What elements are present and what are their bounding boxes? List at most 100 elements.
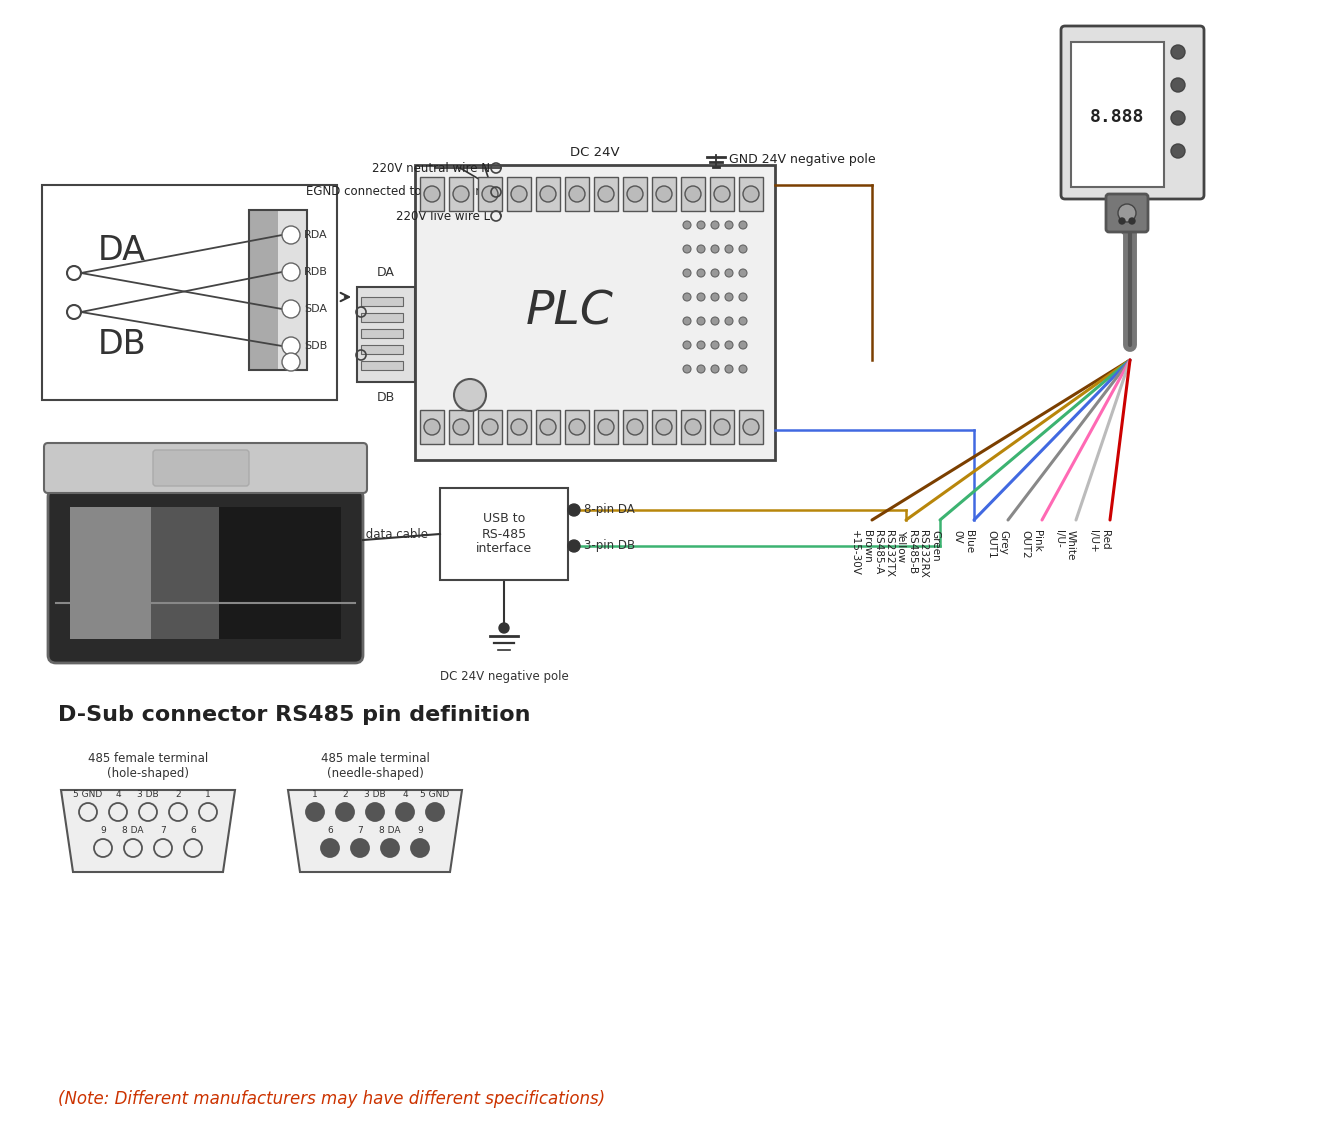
Text: SDA: SDA xyxy=(304,304,327,314)
Circle shape xyxy=(568,186,586,202)
Circle shape xyxy=(697,221,705,229)
Text: D-Sub connector RS485 pin definition: D-Sub connector RS485 pin definition xyxy=(58,705,530,725)
Circle shape xyxy=(711,245,719,253)
FancyBboxPatch shape xyxy=(508,177,531,211)
Text: 5 GND: 5 GND xyxy=(74,790,103,799)
Text: Grey
OUT1: Grey OUT1 xyxy=(986,530,1007,559)
Circle shape xyxy=(711,317,719,325)
Circle shape xyxy=(724,341,732,349)
Circle shape xyxy=(683,221,691,229)
FancyBboxPatch shape xyxy=(249,210,278,370)
FancyBboxPatch shape xyxy=(70,506,151,639)
Text: 3 DB: 3 DB xyxy=(364,790,386,799)
FancyBboxPatch shape xyxy=(681,177,705,211)
FancyBboxPatch shape xyxy=(357,287,415,382)
Circle shape xyxy=(424,419,440,435)
Circle shape xyxy=(724,317,732,325)
Polygon shape xyxy=(288,790,461,872)
FancyBboxPatch shape xyxy=(479,177,502,211)
Circle shape xyxy=(739,317,747,325)
Circle shape xyxy=(739,269,747,276)
FancyBboxPatch shape xyxy=(70,506,219,639)
Circle shape xyxy=(539,186,557,202)
Circle shape xyxy=(1129,218,1136,224)
FancyBboxPatch shape xyxy=(564,410,590,444)
Circle shape xyxy=(139,803,157,821)
Text: DB: DB xyxy=(98,329,147,361)
FancyBboxPatch shape xyxy=(70,506,341,639)
Circle shape xyxy=(426,803,444,821)
FancyBboxPatch shape xyxy=(361,346,403,353)
Circle shape xyxy=(282,263,300,281)
Circle shape xyxy=(714,186,730,202)
Text: Yellow
RS232TX
RS485-A: Yellow RS232TX RS485-A xyxy=(873,530,906,577)
Text: DC 24V: DC 24V xyxy=(570,146,620,159)
Circle shape xyxy=(381,840,399,857)
Circle shape xyxy=(453,419,469,435)
Text: 8.888: 8.888 xyxy=(1089,108,1144,126)
Text: DB: DB xyxy=(377,391,395,404)
Text: 8-pin DA: 8-pin DA xyxy=(584,503,635,517)
Text: USB data cable: USB data cable xyxy=(338,528,428,540)
FancyBboxPatch shape xyxy=(153,450,249,486)
Text: 1: 1 xyxy=(205,790,212,799)
Circle shape xyxy=(683,293,691,301)
Circle shape xyxy=(683,269,691,276)
Circle shape xyxy=(282,353,300,370)
Text: 4: 4 xyxy=(115,790,120,799)
Text: 6: 6 xyxy=(327,826,333,835)
Circle shape xyxy=(711,269,719,276)
FancyBboxPatch shape xyxy=(594,177,617,211)
Text: 2: 2 xyxy=(176,790,181,799)
Circle shape xyxy=(184,840,202,857)
Circle shape xyxy=(739,293,747,301)
Circle shape xyxy=(1171,111,1185,125)
Text: SDB: SDB xyxy=(304,341,328,351)
Circle shape xyxy=(1171,78,1185,92)
FancyBboxPatch shape xyxy=(449,177,473,211)
Circle shape xyxy=(94,840,112,857)
FancyBboxPatch shape xyxy=(652,410,676,444)
Circle shape xyxy=(352,840,369,857)
Text: 9: 9 xyxy=(418,826,423,835)
Circle shape xyxy=(711,341,719,349)
FancyBboxPatch shape xyxy=(278,210,307,370)
Circle shape xyxy=(711,365,719,373)
Circle shape xyxy=(697,269,705,276)
Circle shape xyxy=(336,803,354,821)
Circle shape xyxy=(711,293,719,301)
Text: PLC: PLC xyxy=(526,290,613,334)
FancyBboxPatch shape xyxy=(440,488,568,580)
Text: 3 DB: 3 DB xyxy=(137,790,159,799)
FancyBboxPatch shape xyxy=(42,185,337,400)
Circle shape xyxy=(424,186,440,202)
Circle shape xyxy=(724,221,732,229)
Polygon shape xyxy=(61,790,235,872)
Circle shape xyxy=(739,245,747,253)
Circle shape xyxy=(483,186,498,202)
Circle shape xyxy=(724,293,732,301)
Circle shape xyxy=(79,803,97,821)
Circle shape xyxy=(743,186,759,202)
Circle shape xyxy=(627,419,642,435)
Text: EGND connected to the ground: EGND connected to the ground xyxy=(305,186,490,198)
Text: USB to
RS-485
interface: USB to RS-485 interface xyxy=(476,512,531,555)
FancyBboxPatch shape xyxy=(594,410,617,444)
FancyBboxPatch shape xyxy=(535,177,561,211)
Circle shape xyxy=(714,419,730,435)
Text: Brown
+15-30V: Brown +15-30V xyxy=(850,530,873,576)
Circle shape xyxy=(697,245,705,253)
Text: 220V neutral wire N: 220V neutral wire N xyxy=(371,162,490,174)
FancyBboxPatch shape xyxy=(361,313,403,322)
Text: 220V live wire L: 220V live wire L xyxy=(395,210,490,222)
Circle shape xyxy=(697,293,705,301)
Circle shape xyxy=(498,623,509,633)
FancyBboxPatch shape xyxy=(739,410,763,444)
Circle shape xyxy=(724,269,732,276)
FancyBboxPatch shape xyxy=(1071,42,1163,187)
Circle shape xyxy=(568,540,580,552)
Circle shape xyxy=(282,225,300,244)
Text: DA: DA xyxy=(377,266,395,279)
Circle shape xyxy=(683,317,691,325)
Circle shape xyxy=(512,419,527,435)
